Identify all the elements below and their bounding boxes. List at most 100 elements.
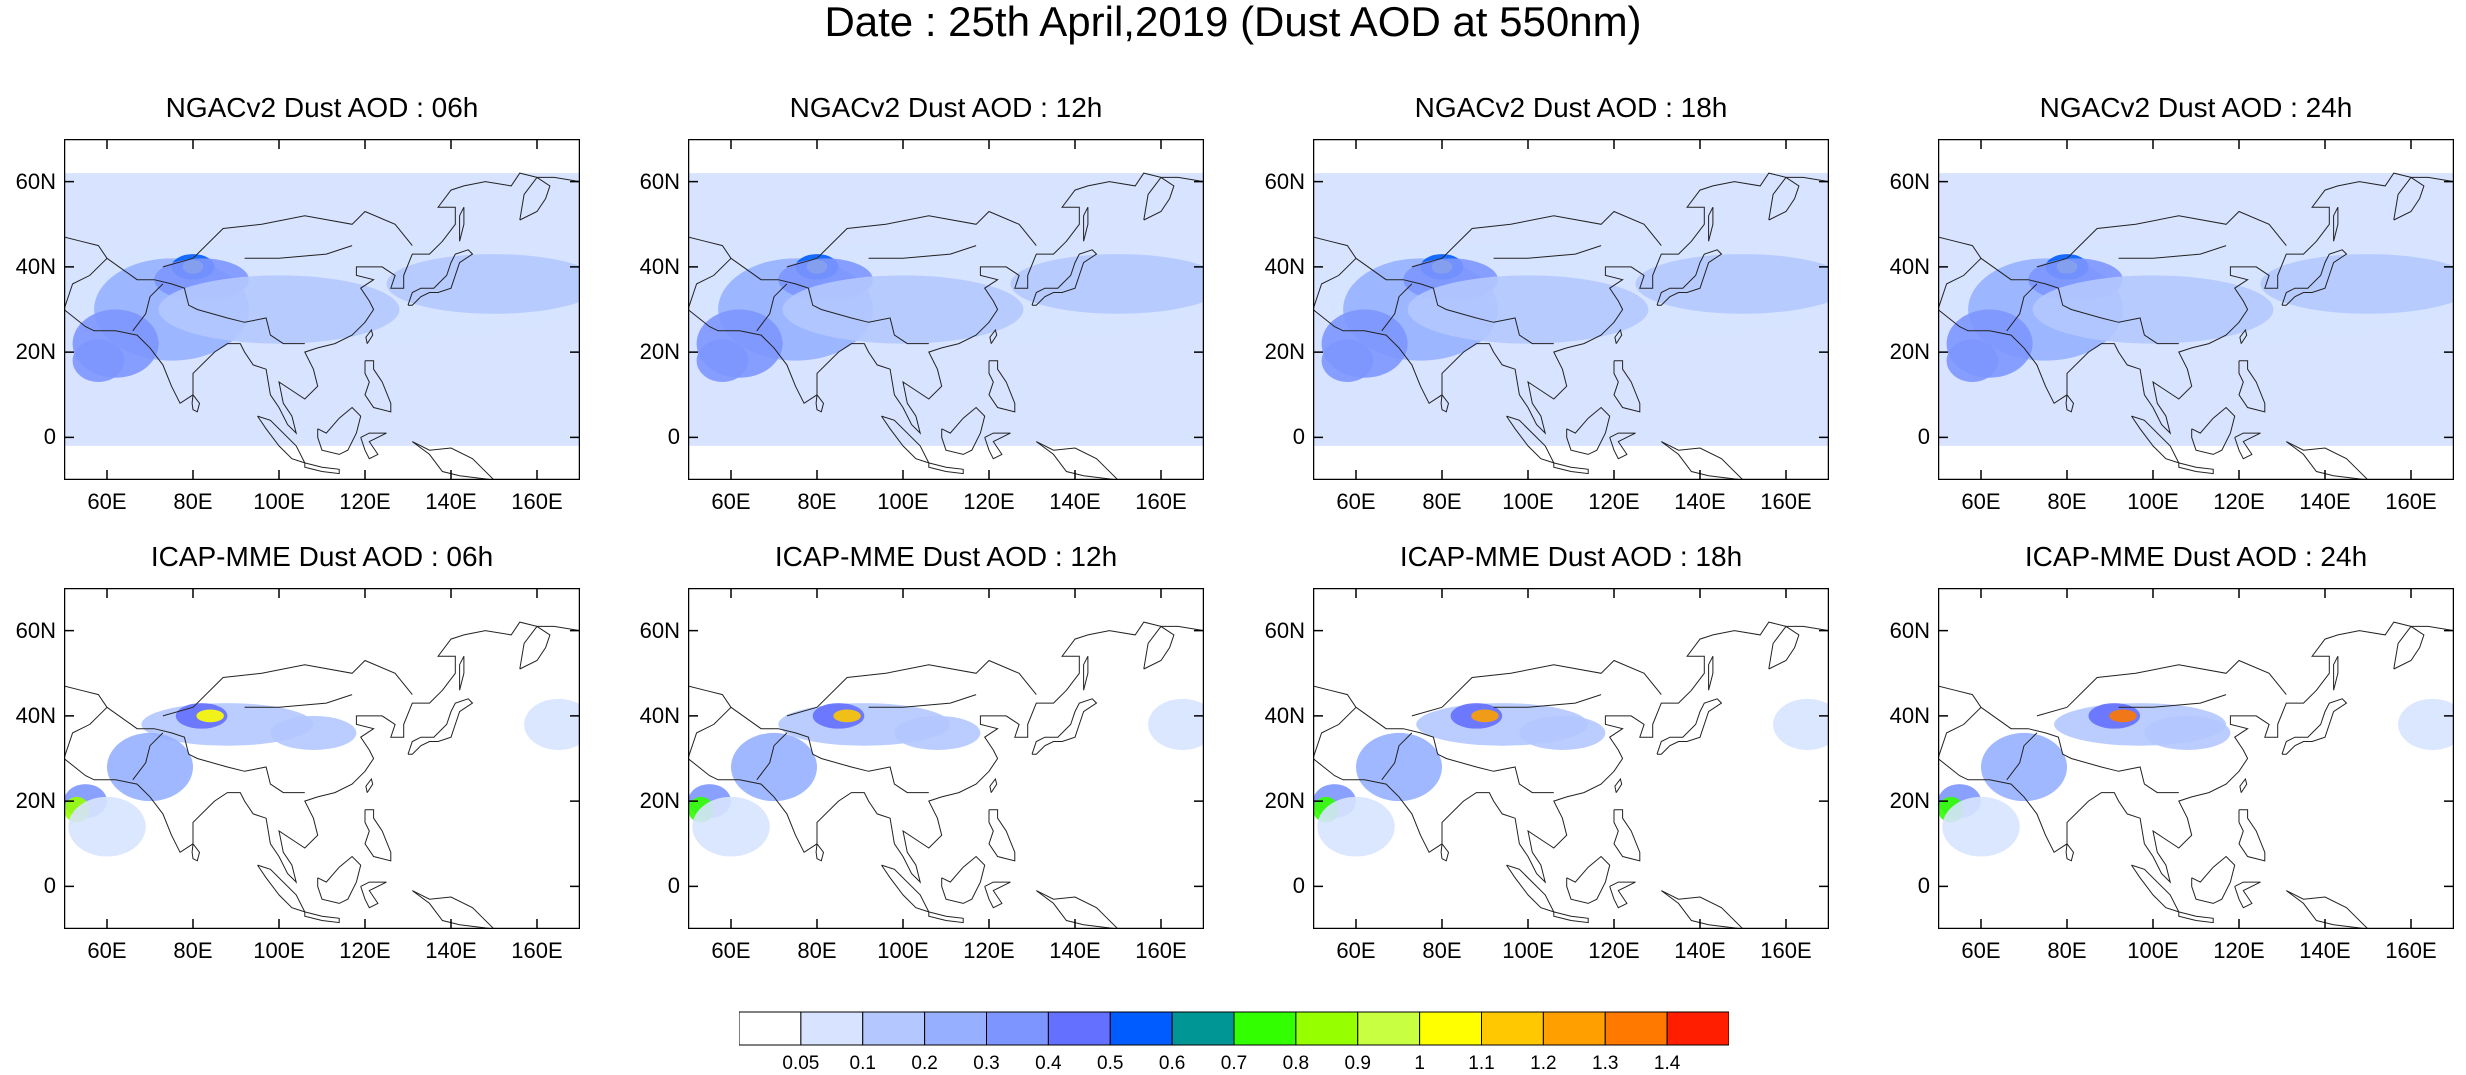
lon-tick-label: 60E xyxy=(1336,489,1376,514)
colorbar-swatch xyxy=(1542,1011,1606,1046)
coastline xyxy=(1441,659,1662,708)
coastline xyxy=(1036,890,1119,929)
coastline xyxy=(881,415,930,464)
coastline xyxy=(1506,864,1555,913)
dust-aod-region xyxy=(1471,709,1499,723)
coastline xyxy=(365,777,374,793)
colorbar-label: 0.8 xyxy=(1282,1053,1310,1074)
lon-tick-label: 160E xyxy=(1135,489,1187,514)
map-panel xyxy=(64,588,580,929)
coastline xyxy=(2036,706,2068,717)
lon-tick-label: 100E xyxy=(1502,938,1554,963)
coastline xyxy=(1440,394,1450,413)
lat-tick-label: 60N xyxy=(639,168,680,194)
coastline xyxy=(2286,441,2369,480)
coastline xyxy=(2006,283,2038,332)
dust-aod-region xyxy=(2398,698,2454,750)
lon-tick-label: 120E xyxy=(963,489,1015,514)
coastline xyxy=(2238,809,2266,862)
colorbar-label: 1.1 xyxy=(1468,1053,1495,1074)
lat-tick-label: 20N xyxy=(639,788,680,814)
coastline xyxy=(786,706,818,717)
coastline xyxy=(1980,706,2179,794)
coastline xyxy=(459,655,465,691)
lat-tick-label: 20N xyxy=(1889,788,1930,814)
coastline xyxy=(1381,283,1413,332)
coastline xyxy=(192,210,413,259)
lon-tick-label: 100E xyxy=(1502,489,1554,514)
coastline xyxy=(304,462,340,475)
dust-aod-region xyxy=(692,796,770,857)
dust-aod-region xyxy=(1407,275,1649,344)
panel-title: ICAP-MME Dust AOD : 06h xyxy=(150,541,494,572)
panel-title: NGACv2 Dust AOD : 06h xyxy=(165,92,479,123)
lon-tick-label: 60E xyxy=(711,938,751,963)
coastline xyxy=(988,809,1016,862)
coastline xyxy=(2006,732,2038,781)
dust-aod-region xyxy=(1321,339,1374,382)
map-panel xyxy=(64,139,580,480)
lon-tick-label: 140E xyxy=(2299,938,2351,963)
lon-tick-label: 80E xyxy=(1422,489,1462,514)
coastline xyxy=(1493,694,1602,708)
lon-tick-label: 140E xyxy=(2299,489,2351,514)
coastline xyxy=(1553,911,1589,924)
lon-tick-label: 80E xyxy=(797,938,837,963)
coastline xyxy=(1313,172,1829,435)
coastline xyxy=(756,283,788,332)
colorbar-swatch xyxy=(1233,1011,1297,1046)
coastline xyxy=(162,257,194,268)
coastline xyxy=(64,172,580,435)
lat-tick-label: 40N xyxy=(15,253,56,279)
dust-aod-region xyxy=(270,715,357,750)
coastline xyxy=(1411,706,1443,717)
panel-title: NGACv2 Dust AOD : 24h xyxy=(2039,92,2353,123)
lon-tick-label: 80E xyxy=(173,489,213,514)
lon-tick-label: 80E xyxy=(2047,489,2087,514)
coastline xyxy=(816,210,1037,259)
coastline xyxy=(730,706,929,794)
lon-tick-label: 160E xyxy=(1135,938,1187,963)
coastline xyxy=(132,732,164,781)
coastline xyxy=(1614,328,1623,344)
lat-tick-label: 60N xyxy=(1889,168,1930,194)
coastline xyxy=(257,415,306,464)
lat-tick-label: 0 xyxy=(1917,424,1930,450)
dust-aod-region xyxy=(894,715,981,750)
coastline xyxy=(2066,659,2287,708)
coastline xyxy=(2131,415,2180,464)
colorbar xyxy=(739,1011,1729,1046)
coastline xyxy=(1381,732,1413,781)
colorbar-swatch xyxy=(924,1011,987,1046)
colorbar-swatch xyxy=(739,1011,802,1046)
coastline xyxy=(2178,462,2214,475)
coastline xyxy=(928,462,964,475)
coastline xyxy=(1613,360,1641,413)
dust-aod-region xyxy=(2109,709,2137,723)
lon-tick-label: 80E xyxy=(1422,938,1462,963)
coastline xyxy=(1614,777,1623,793)
coastline xyxy=(928,911,964,924)
lon-tick-label: 140E xyxy=(425,489,477,514)
coastline xyxy=(1661,441,1744,480)
map-panel xyxy=(688,139,1204,480)
coastline xyxy=(1143,625,1175,670)
panel-title: ICAP-MME Dust AOD : 18h xyxy=(1399,541,1743,572)
lat-tick-label: 60N xyxy=(15,168,56,194)
coastline xyxy=(1609,881,1636,909)
lat-tick-label: 40N xyxy=(15,702,56,728)
lat-tick-label: 40N xyxy=(639,702,680,728)
dust-aod-region xyxy=(107,732,193,802)
colorbar-label: 0.4 xyxy=(1035,1053,1062,1074)
lon-tick-label: 100E xyxy=(877,938,929,963)
coastline xyxy=(1609,432,1636,460)
coastline xyxy=(941,406,986,455)
lat-tick-label: 0 xyxy=(1917,873,1930,899)
coastline xyxy=(868,694,977,708)
map-border xyxy=(1938,139,2454,480)
map-border xyxy=(64,588,580,929)
coastline xyxy=(1656,698,1723,755)
coastline xyxy=(191,843,201,862)
colorbar-swatch xyxy=(986,1011,1049,1046)
map-panel xyxy=(688,588,1204,929)
